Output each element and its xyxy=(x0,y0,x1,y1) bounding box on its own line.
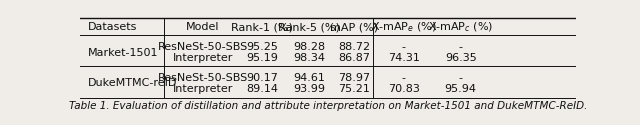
Text: 94.61: 94.61 xyxy=(294,73,325,83)
Text: Rank-1 (%): Rank-1 (%) xyxy=(231,22,293,32)
Text: 95.19: 95.19 xyxy=(246,53,278,63)
Text: 70.83: 70.83 xyxy=(388,84,420,94)
Text: -: - xyxy=(402,42,406,52)
Text: 93.99: 93.99 xyxy=(293,84,325,94)
Text: Table 1. Evaluation of distillation and attribute interpretation on Market-1501 : Table 1. Evaluation of distillation and … xyxy=(69,101,587,111)
Text: DukeMTMC-reID: DukeMTMC-reID xyxy=(88,78,177,88)
Text: 88.72: 88.72 xyxy=(338,42,370,52)
Text: X-mAP$_c$ (%): X-mAP$_c$ (%) xyxy=(428,20,493,34)
Text: ResNeSt-50-SBS: ResNeSt-50-SBS xyxy=(157,73,248,83)
Text: Datasets: Datasets xyxy=(88,22,137,32)
Text: Rank-5 (%): Rank-5 (%) xyxy=(278,22,340,32)
Text: -: - xyxy=(459,42,463,52)
Text: ResNeSt-50-SBS: ResNeSt-50-SBS xyxy=(157,42,248,52)
Text: 95.25: 95.25 xyxy=(246,42,278,52)
Text: 90.17: 90.17 xyxy=(246,73,278,83)
Text: -: - xyxy=(402,73,406,83)
Text: Interpreter: Interpreter xyxy=(173,84,233,94)
Text: 75.21: 75.21 xyxy=(338,84,370,94)
Text: X-mAP$_e$ (%): X-mAP$_e$ (%) xyxy=(371,20,436,34)
Text: 96.35: 96.35 xyxy=(445,53,477,63)
Text: 78.97: 78.97 xyxy=(338,73,370,83)
Text: mAP (%): mAP (%) xyxy=(330,22,378,32)
Text: 89.14: 89.14 xyxy=(246,84,278,94)
Text: 74.31: 74.31 xyxy=(388,53,420,63)
Text: 98.34: 98.34 xyxy=(293,53,325,63)
Text: 95.94: 95.94 xyxy=(445,84,477,94)
Text: -: - xyxy=(459,73,463,83)
Text: Interpreter: Interpreter xyxy=(173,53,233,63)
Text: Model: Model xyxy=(186,22,220,32)
Text: 86.87: 86.87 xyxy=(338,53,370,63)
Text: Market-1501: Market-1501 xyxy=(88,48,158,58)
Text: 98.28: 98.28 xyxy=(293,42,326,52)
